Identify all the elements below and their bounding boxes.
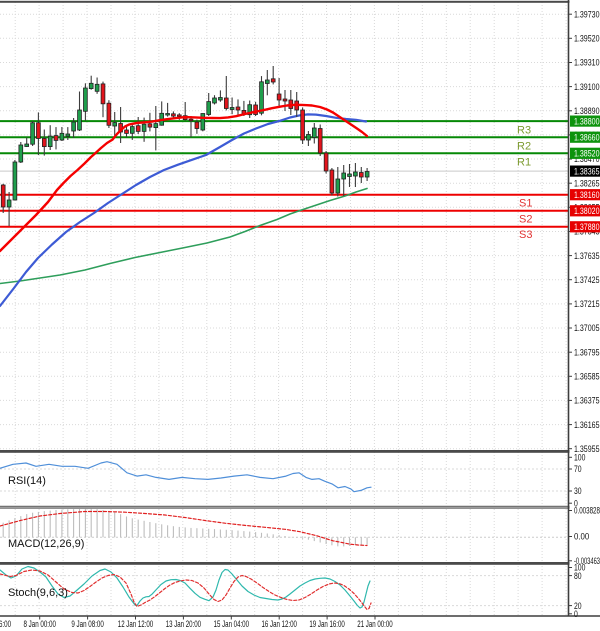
svg-text:1.37425: 1.37425 (574, 275, 600, 285)
svg-text:100: 100 (574, 563, 585, 573)
svg-text:R2: R2 (517, 141, 531, 153)
svg-text:1.36585: 1.36585 (574, 372, 600, 382)
svg-text:1.39100: 1.39100 (574, 82, 600, 92)
svg-text:1.36165: 1.36165 (574, 420, 600, 430)
svg-text:70: 70 (574, 464, 582, 474)
svg-text:20: 20 (574, 601, 582, 611)
svg-text:19 Jan 16:00: 19 Jan 16:00 (309, 619, 344, 629)
svg-text:80: 80 (574, 571, 582, 581)
svg-text:1.38160: 1.38160 (574, 190, 600, 200)
svg-text:RSI(14): RSI(14) (8, 475, 46, 487)
svg-text:8 Jan 00:00: 8 Jan 00:00 (23, 619, 56, 629)
svg-text:1.38265: 1.38265 (574, 178, 600, 188)
svg-text:1.38890: 1.38890 (574, 106, 600, 116)
svg-text:1.37880: 1.37880 (574, 222, 600, 232)
svg-text:1.36795: 1.36795 (574, 347, 600, 357)
svg-text:13 Jan 20:00: 13 Jan 20:00 (166, 619, 201, 629)
svg-text:1.39310: 1.39310 (574, 58, 600, 68)
svg-text:1.35955: 1.35955 (574, 444, 600, 454)
svg-text:12 Jan 12:00: 12 Jan 12:00 (118, 619, 153, 629)
svg-text:-0.003463: -0.003463 (574, 556, 600, 566)
svg-text:1.39730: 1.39730 (574, 9, 600, 19)
svg-text:1.38365: 1.38365 (574, 167, 600, 177)
svg-text:MACD(12,26,9): MACD(12,26,9) (8, 538, 84, 550)
svg-text:1.37005: 1.37005 (574, 323, 600, 333)
svg-text:Stoch(9,6,3): Stoch(9,6,3) (8, 587, 68, 599)
svg-text:1.37215: 1.37215 (574, 299, 600, 309)
svg-text:1.39520: 1.39520 (574, 34, 600, 44)
svg-text:1.37635: 1.37635 (574, 251, 600, 261)
svg-text:S1: S1 (519, 198, 532, 210)
svg-text:S3: S3 (519, 229, 532, 241)
svg-text:1.38660: 1.38660 (574, 133, 600, 143)
svg-text:R3: R3 (517, 125, 531, 137)
svg-text:15 Jan 04:00: 15 Jan 04:00 (214, 619, 249, 629)
svg-text:0: 0 (574, 609, 578, 619)
svg-text:30: 30 (574, 486, 582, 496)
svg-text:0.00: 0.00 (574, 532, 589, 542)
svg-text:1.38800: 1.38800 (574, 117, 600, 127)
svg-text:S2: S2 (519, 214, 532, 226)
svg-text:0: 0 (574, 498, 578, 508)
svg-text:R1: R1 (517, 157, 531, 169)
svg-text:100: 100 (574, 453, 585, 463)
svg-text:16 Jan 12:00: 16 Jan 12:00 (262, 619, 297, 629)
svg-text:9 Jan 08:00: 9 Jan 08:00 (71, 619, 104, 629)
svg-text:6:00: 6:00 (0, 619, 11, 629)
svg-text:1.38020: 1.38020 (574, 206, 600, 216)
svg-text:0.003828: 0.003828 (574, 506, 600, 516)
svg-text:21 Jan 00:00: 21 Jan 00:00 (357, 619, 392, 629)
svg-text:1.36375: 1.36375 (574, 396, 600, 406)
svg-text:1.38520: 1.38520 (574, 149, 600, 159)
svg-text:1.38470: 1.38470 (574, 154, 600, 164)
